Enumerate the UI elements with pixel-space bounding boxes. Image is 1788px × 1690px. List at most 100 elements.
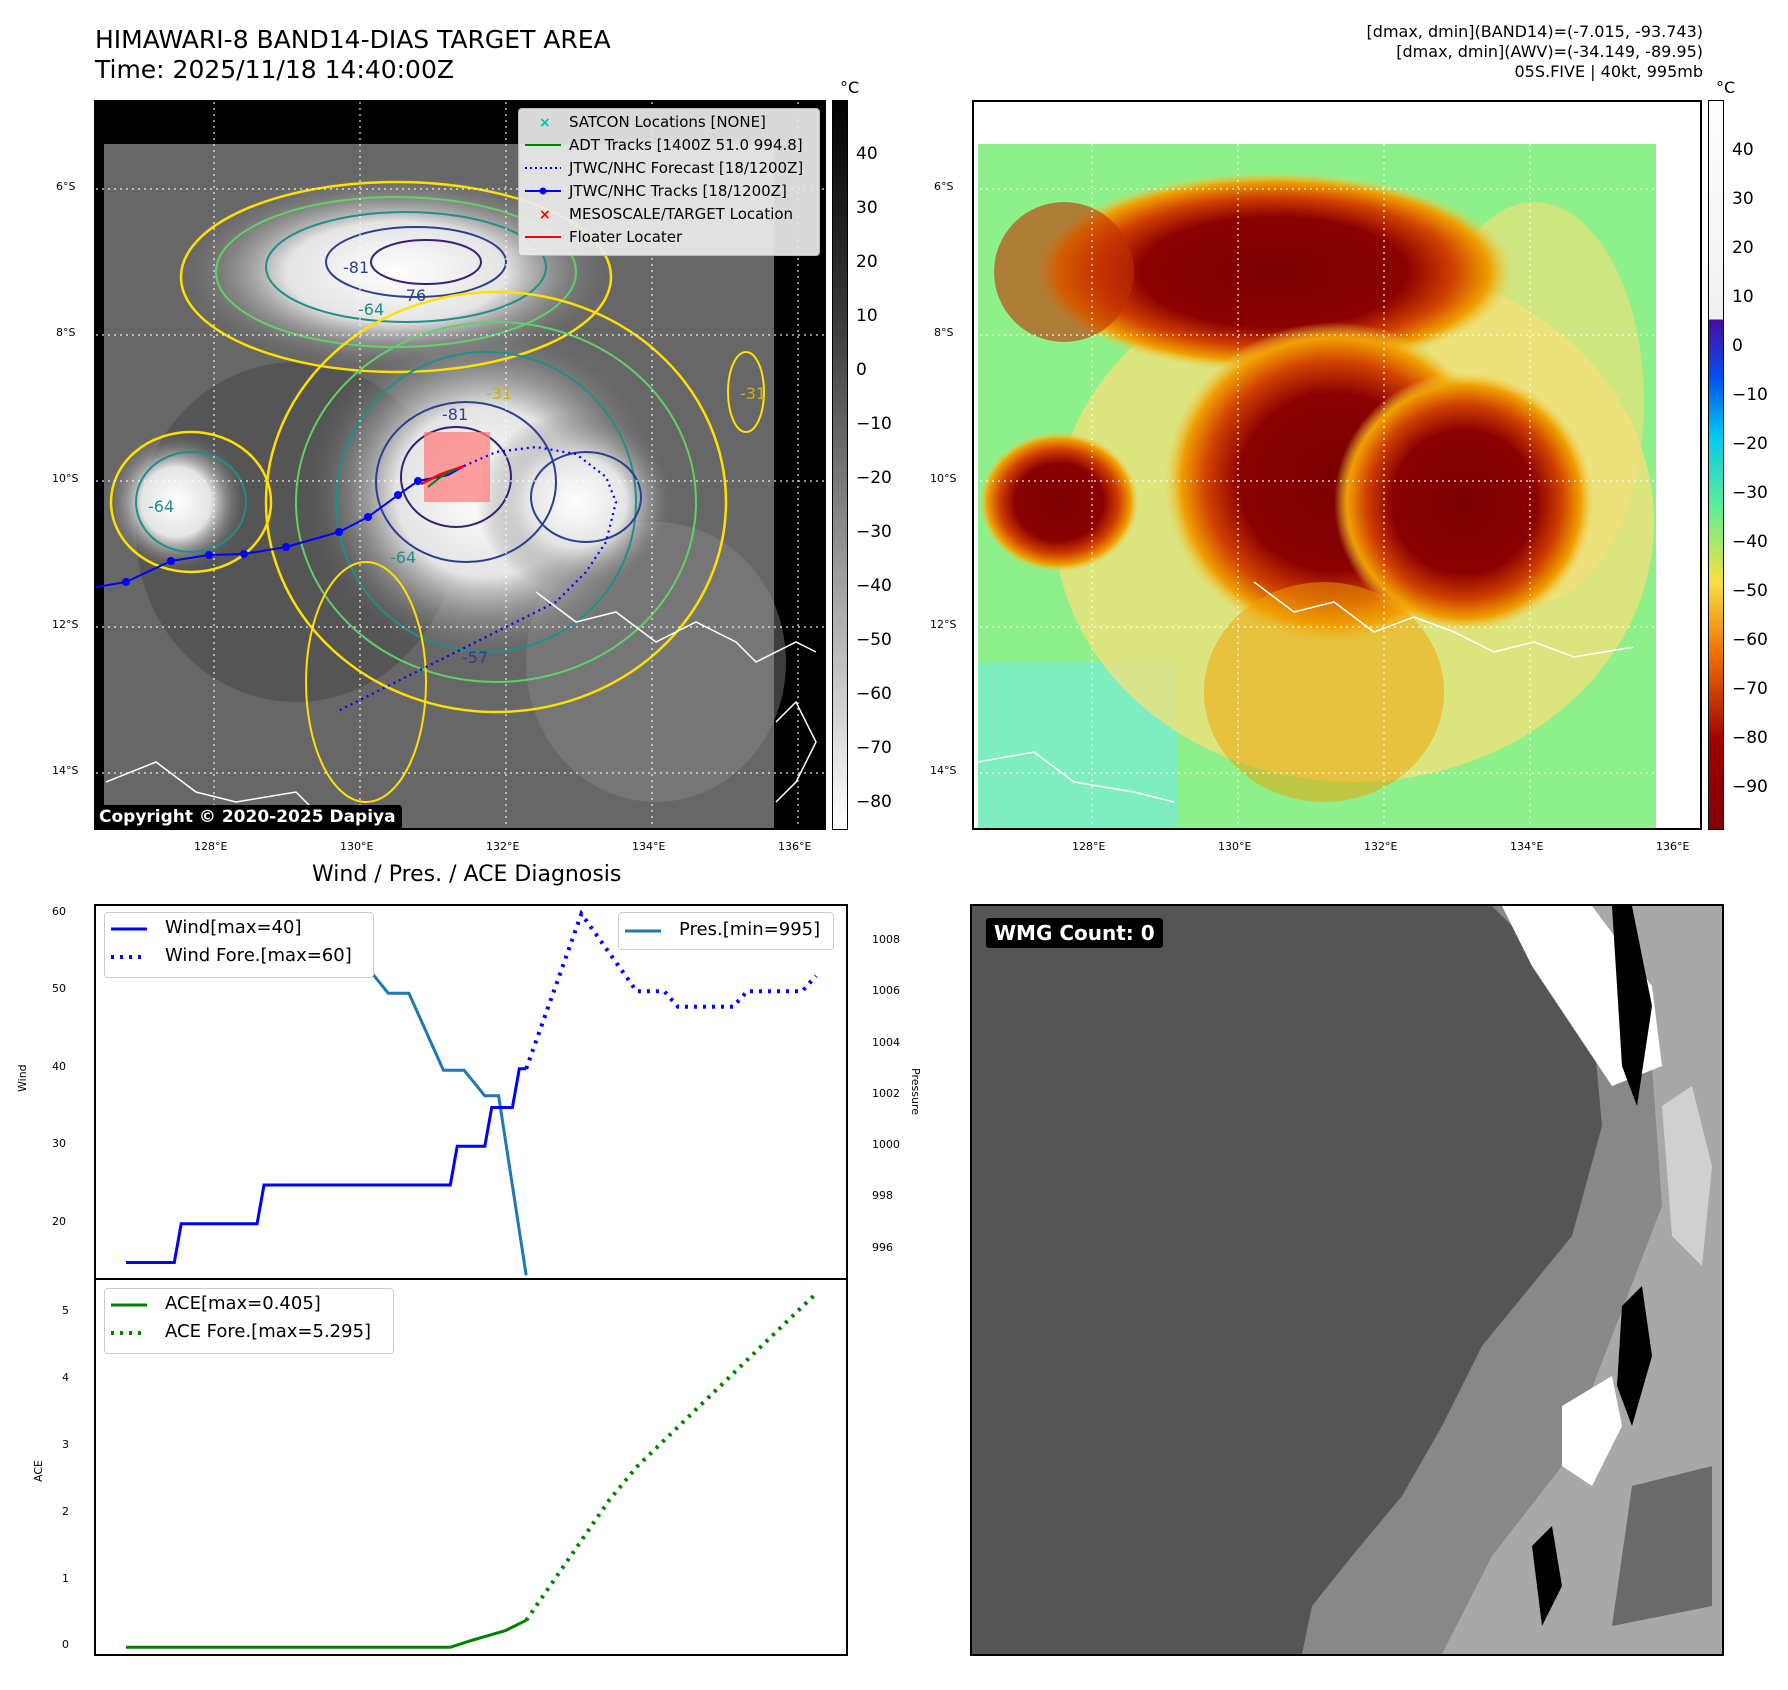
contour-label: -64 bbox=[390, 548, 417, 567]
ace-series-line bbox=[126, 1618, 527, 1649]
wind-forecast-series-line bbox=[524, 909, 818, 1070]
wind-forecast-legend-label: Wind Fore.[max=60] bbox=[165, 945, 352, 966]
wind-tick: 60 bbox=[52, 904, 66, 918]
diagnosis-title: Wind / Pres. / ACE Diagnosis bbox=[312, 862, 622, 887]
wmg-image bbox=[972, 906, 1722, 1654]
awv-colorbar-tick: −40 bbox=[1732, 532, 1768, 552]
pressure-tick: 998 bbox=[872, 1189, 893, 1203]
lon-tick: 136°E bbox=[1656, 840, 1690, 853]
ace-legend-label: ACE[max=0.405] bbox=[165, 1293, 321, 1314]
lat-tick: 10°S bbox=[52, 472, 79, 485]
lon-tick: 130°E bbox=[1218, 840, 1252, 853]
wmg-count-badge: WMG Count: 0 bbox=[986, 918, 1163, 948]
ir-colorbar-tick: 40 bbox=[856, 144, 878, 164]
figure-time: Time: 2025/11/18 14:40:00Z bbox=[95, 55, 454, 84]
awv-colorbar-tick: 0 bbox=[1732, 336, 1743, 356]
wind-legend: Wind[max=40] Wind Fore.[max=60] bbox=[104, 912, 374, 978]
lat-tick: 6°S bbox=[934, 180, 954, 193]
ir-colorbar-tick: −40 bbox=[856, 576, 892, 596]
map-legend: × SATCON Locations [NONE] ADT Tracks [140… bbox=[518, 108, 820, 256]
contour-label: -81 bbox=[442, 405, 469, 424]
ir-map-panel: Copyright © 2020-2025 Dapiya bbox=[94, 100, 826, 830]
awv-colorbar-tick: −20 bbox=[1732, 434, 1768, 454]
pressure-legend: Pres.[min=995] bbox=[618, 912, 834, 950]
lat-tick: 12°S bbox=[52, 618, 79, 631]
lon-tick: 134°E bbox=[1510, 840, 1544, 853]
figure-title: HIMAWARI-8 BAND14-DIAS TARGET AREA bbox=[95, 25, 611, 54]
contour-label: -81 bbox=[343, 258, 370, 277]
ir-colorbar-unit: °C bbox=[840, 78, 860, 97]
awv-colorbar bbox=[1708, 100, 1724, 830]
lat-tick: 14°S bbox=[930, 764, 957, 777]
lon-tick: 128°E bbox=[194, 840, 228, 853]
ace-tick: 2 bbox=[62, 1504, 69, 1518]
svg-text:×: × bbox=[539, 207, 551, 221]
lon-tick: 132°E bbox=[1364, 840, 1398, 853]
contour-label: -31 bbox=[486, 384, 513, 403]
ir-colorbar-tick: −10 bbox=[856, 414, 892, 434]
lat-tick: 12°S bbox=[930, 618, 957, 631]
lat-tick: 8°S bbox=[56, 326, 76, 339]
ace-plot bbox=[126, 1292, 818, 1649]
awv-colorbar-tick: −30 bbox=[1732, 483, 1768, 503]
ace-forecast-series-line bbox=[524, 1292, 818, 1622]
awv-colorbar-tick: −60 bbox=[1732, 630, 1768, 650]
ir-colorbar-tick: 20 bbox=[856, 252, 878, 272]
pressure-tick: 1002 bbox=[872, 1086, 900, 1100]
wind-tick: 50 bbox=[52, 982, 66, 996]
awv-colorbar-tick: −50 bbox=[1732, 581, 1768, 601]
awv-colorbar-tick: −80 bbox=[1732, 728, 1768, 748]
ir-colorbar-tick: −20 bbox=[856, 468, 892, 488]
lat-tick: 8°S bbox=[934, 326, 954, 339]
ir-colorbar-tick: 0 bbox=[856, 360, 867, 380]
awv-colorbar-tick: −70 bbox=[1732, 679, 1768, 699]
contour-label: -76 bbox=[400, 286, 427, 305]
awv-colorbar-tick: 30 bbox=[1732, 189, 1754, 209]
ace-ylabel: ACE bbox=[32, 1460, 45, 1482]
svg-text:×: × bbox=[539, 115, 551, 129]
wind-tick: 30 bbox=[52, 1137, 66, 1151]
ir-map-image bbox=[96, 102, 824, 828]
info-storm: 05S.FIVE | 40kt, 995mb bbox=[1514, 62, 1704, 81]
ace-tick: 3 bbox=[62, 1437, 69, 1451]
awv-colorbar-tick: 40 bbox=[1732, 140, 1754, 160]
awv-map-image bbox=[974, 102, 1700, 828]
contour-label: -64 bbox=[148, 497, 175, 516]
ace-legend: ACE[max=0.405] ACE Fore.[max=5.295] bbox=[104, 1288, 394, 1354]
wind-tick: 40 bbox=[52, 1059, 66, 1073]
copyright-label: Copyright © 2020-2025 Dapiya bbox=[96, 805, 402, 828]
wind-tick: 20 bbox=[52, 1214, 66, 1228]
ir-colorbar-tick: −50 bbox=[856, 630, 892, 650]
lat-tick: 6°S bbox=[56, 180, 76, 193]
ir-colorbar-tick: −70 bbox=[856, 738, 892, 758]
contour-label: -57 bbox=[462, 648, 489, 667]
ir-colorbar-tick: 30 bbox=[856, 198, 878, 218]
lon-tick: 128°E bbox=[1072, 840, 1106, 853]
lat-tick: 14°S bbox=[52, 764, 79, 777]
pressure-tick: 1006 bbox=[872, 984, 900, 998]
lon-tick: 130°E bbox=[340, 840, 374, 853]
info-band14: [dmax, dmin](BAND14)=(-7.015, -93.743) bbox=[1366, 22, 1703, 41]
ace-panel bbox=[94, 1278, 848, 1656]
pressure-tick: 1004 bbox=[872, 1035, 900, 1049]
wmg-panel bbox=[970, 904, 1724, 1656]
contour-label: -64 bbox=[358, 300, 385, 319]
awv-colorbar-tick: 20 bbox=[1732, 238, 1754, 258]
awv-colorbar-tick: 10 bbox=[1732, 287, 1754, 307]
wind-ylabel: Wind bbox=[16, 1064, 29, 1092]
awv-colorbar-unit: °C bbox=[1716, 78, 1736, 97]
figure-info: [dmax, dmin](BAND14)=(-7.015, -93.743) [… bbox=[1367, 22, 1703, 82]
pressure-tick: 1008 bbox=[872, 932, 900, 946]
lat-tick: 10°S bbox=[930, 472, 957, 485]
ir-colorbar-tick: −60 bbox=[856, 684, 892, 704]
ace-tick: 1 bbox=[62, 1571, 69, 1585]
awv-map-panel bbox=[972, 100, 1702, 830]
ir-colorbar-tick: 10 bbox=[856, 306, 878, 326]
lon-tick: 134°E bbox=[632, 840, 666, 853]
ace-tick: 4 bbox=[62, 1371, 69, 1385]
ir-colorbar-tick: −30 bbox=[856, 522, 892, 542]
ir-colorbar-tick: −80 bbox=[856, 792, 892, 812]
wind-series-line bbox=[126, 1067, 527, 1264]
lon-tick: 132°E bbox=[486, 840, 520, 853]
awv-colorbar-tick: −90 bbox=[1732, 777, 1768, 797]
